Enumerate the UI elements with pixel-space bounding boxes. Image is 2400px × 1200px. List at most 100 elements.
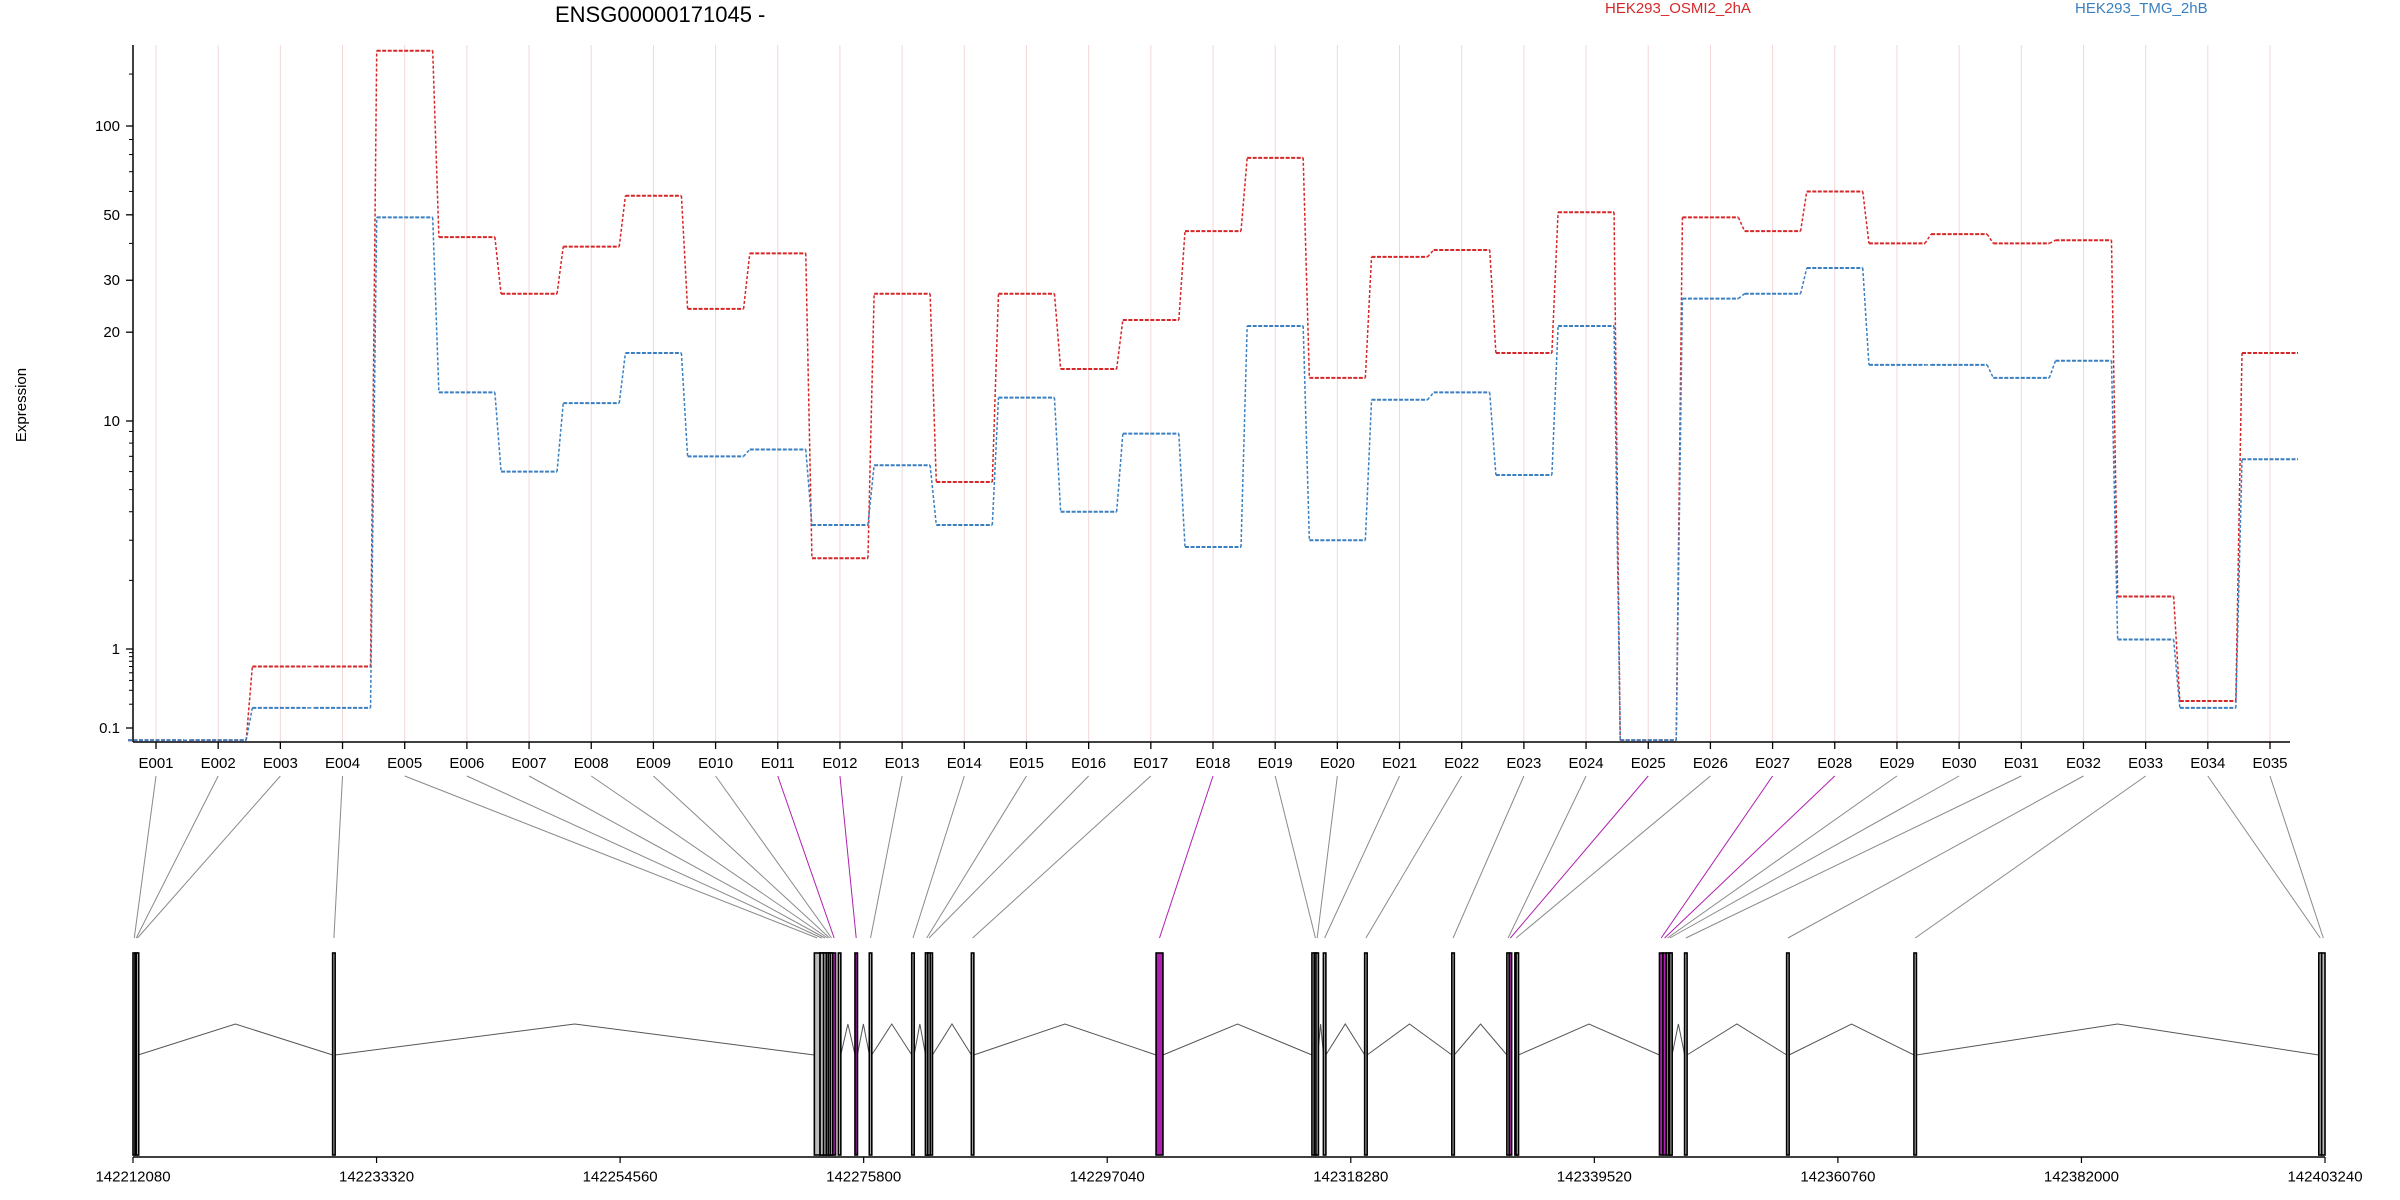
connector-e007 bbox=[528, 775, 826, 939]
step-connector bbox=[929, 293, 938, 483]
connector-e033 bbox=[1914, 775, 2146, 939]
y-tick-label: 1 bbox=[112, 641, 120, 658]
step-connector bbox=[1613, 325, 1621, 741]
step-connector bbox=[1675, 298, 1684, 741]
genomic-axis: 142212080 142233320 142254560 142275800 1422… bbox=[95, 1156, 2363, 1185]
x-tick-label-e035: E035 bbox=[2252, 755, 2287, 772]
step-connector bbox=[867, 293, 875, 559]
connector-e003 bbox=[137, 775, 281, 939]
step-connector bbox=[1862, 267, 1870, 365]
step-connector bbox=[2110, 360, 2119, 640]
connector-e004 bbox=[333, 775, 344, 939]
connector-e011 bbox=[777, 775, 835, 939]
intron-chevron bbox=[334, 1023, 815, 1056]
x-tick-label-e011: E011 bbox=[761, 755, 795, 772]
step-connector bbox=[618, 195, 627, 247]
exon-box-e014 bbox=[910, 952, 916, 1156]
intron-chevron bbox=[1671, 1023, 1686, 1056]
exon-box-e025 bbox=[1508, 952, 1513, 1156]
y-axis: 0.1 1 10 20 30 50 100 bbox=[95, 45, 134, 742]
intron-chevron bbox=[1366, 1023, 1453, 1056]
connector-e014 bbox=[912, 775, 965, 939]
x-tick-label-e021: E021 bbox=[1382, 755, 1417, 772]
exon-box-e003 bbox=[135, 952, 140, 1156]
step-connector bbox=[245, 707, 254, 741]
genomic-tick-label: 142233320 bbox=[339, 1168, 414, 1185]
step-connector bbox=[245, 666, 254, 741]
step-connector bbox=[618, 352, 627, 404]
connector-e019 bbox=[1274, 775, 1316, 939]
x-tick-label-e026: E026 bbox=[1693, 755, 1728, 772]
exon-connectors bbox=[133, 775, 2324, 939]
x-tick-label-e005: E005 bbox=[387, 755, 422, 772]
intron-chevron bbox=[1162, 1023, 1313, 1056]
step-connector bbox=[991, 397, 1000, 525]
gridlines bbox=[155, 45, 2271, 742]
step-connector bbox=[2235, 459, 2243, 708]
connector-e002 bbox=[135, 775, 219, 939]
x-tick-label-e020: E020 bbox=[1320, 755, 1355, 772]
step-connector bbox=[1302, 325, 1311, 541]
exon-box-e018 bbox=[1155, 952, 1164, 1156]
connector-e013 bbox=[870, 775, 903, 939]
step-connector bbox=[929, 465, 938, 526]
step-connector bbox=[1488, 392, 1497, 475]
series-lines bbox=[128, 49, 2298, 742]
genomic-tick-label: 142275800 bbox=[826, 1168, 901, 1185]
step-connector bbox=[1426, 391, 1435, 401]
step-connector bbox=[1488, 249, 1497, 354]
exon-box-e012 bbox=[854, 952, 859, 1156]
exon-box-extra-1 bbox=[837, 952, 842, 1156]
exon-box-extra-5 bbox=[1668, 952, 1673, 1156]
series-osmi2 bbox=[128, 49, 2298, 742]
x-tick-label-e001: E001 bbox=[138, 755, 173, 772]
step-connector bbox=[431, 50, 440, 238]
gene-model bbox=[132, 952, 2326, 1156]
exon-box-e033 bbox=[1913, 952, 1918, 1156]
x-tick-label-e034: E034 bbox=[2190, 755, 2225, 772]
genomic-tick-label: 142297040 bbox=[1070, 1168, 1145, 1185]
connector-e020 bbox=[1316, 775, 1338, 939]
connector-e029 bbox=[1667, 775, 1898, 939]
step-connector bbox=[556, 246, 564, 294]
exon-box-e016 bbox=[926, 952, 932, 1156]
step-connector bbox=[680, 195, 689, 309]
y-tick-label: 50 bbox=[103, 207, 120, 224]
connector-e035 bbox=[2269, 775, 2324, 939]
legend-entry-tmg: HEK293_TMG_2hB bbox=[2075, 0, 2208, 17]
connector-e023 bbox=[1452, 775, 1525, 939]
step-connector bbox=[1986, 364, 1994, 379]
step-connector bbox=[1053, 397, 1062, 512]
y-tick-label: 0.1 bbox=[99, 720, 120, 737]
y-tick-label: 10 bbox=[103, 413, 120, 430]
connector-e009 bbox=[653, 775, 830, 939]
x-tick-label-e031: E031 bbox=[2004, 755, 2039, 772]
connector-e006 bbox=[466, 775, 823, 939]
exon-box-e017 bbox=[970, 952, 975, 1156]
x-tick-label-e030: E030 bbox=[1942, 755, 1977, 772]
connector-e022 bbox=[1365, 775, 1463, 939]
intron-chevron bbox=[1518, 1023, 1660, 1056]
exon-box-e021 bbox=[1322, 952, 1327, 1156]
connector-e024 bbox=[1507, 775, 1587, 939]
series-tmg bbox=[128, 216, 2298, 742]
exon-box-extra-4 bbox=[1515, 952, 1520, 1156]
step-connector bbox=[743, 448, 751, 457]
intron-chevron bbox=[137, 1023, 333, 1056]
x-tick-label-e016: E016 bbox=[1071, 755, 1106, 772]
exon-box-e035 bbox=[2320, 952, 2326, 1156]
x-tick-label-e024: E024 bbox=[1569, 755, 1604, 772]
connector-e031 bbox=[1685, 775, 2022, 939]
x-tick-label-e017: E017 bbox=[1133, 755, 1168, 772]
x-tick-label-e007: E007 bbox=[512, 755, 547, 772]
step-connector bbox=[1737, 217, 1746, 232]
x-tick-label-e025: E025 bbox=[1631, 755, 1666, 772]
x-tick-label-e028: E028 bbox=[1817, 755, 1852, 772]
step-connector bbox=[1115, 319, 1124, 370]
step-connector bbox=[867, 465, 875, 526]
step-connector bbox=[680, 352, 689, 457]
connector-e032 bbox=[1787, 775, 2084, 939]
connector-e017 bbox=[972, 775, 1152, 939]
connector-e010 bbox=[715, 775, 832, 939]
step-connector bbox=[2048, 239, 2056, 245]
